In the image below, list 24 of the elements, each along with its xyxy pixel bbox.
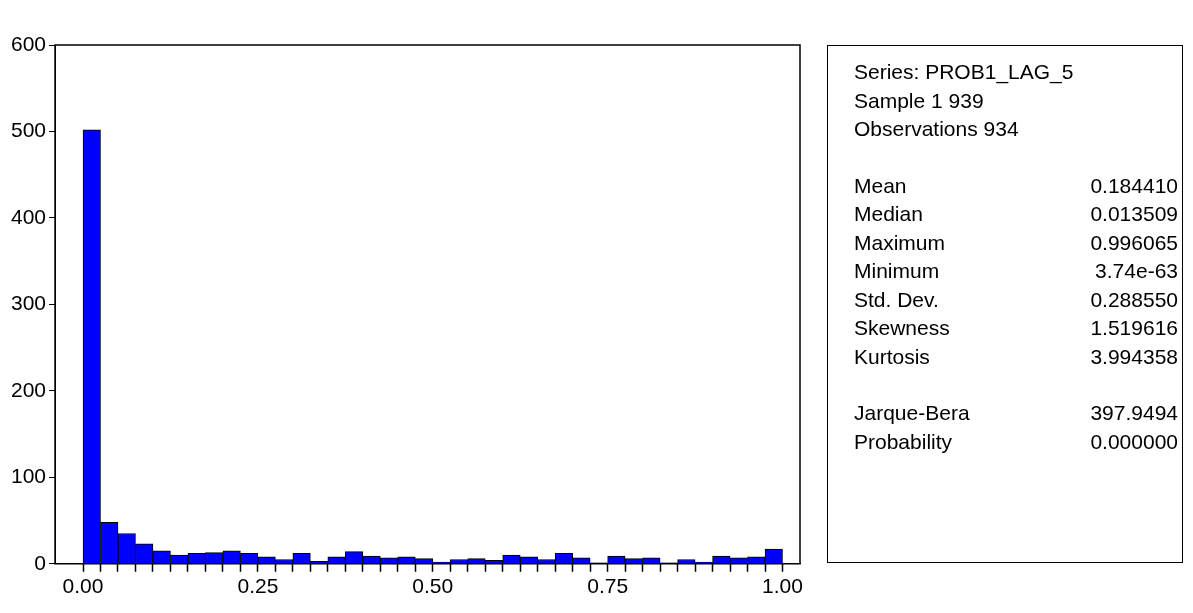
text: Observations 934 xyxy=(854,116,1019,142)
text: Median 0.013509 xyxy=(854,202,1178,225)
y-tick-label: 0 xyxy=(34,550,47,574)
text: Maximum 0.996065 xyxy=(854,230,1178,254)
y-tick-label: 600 xyxy=(10,31,47,55)
x-tick-label: 0.75 xyxy=(587,574,629,598)
text: Std. Dev. 0.288550 xyxy=(854,287,1178,311)
y-tick-label: 100 xyxy=(10,464,47,488)
x-tick-label: 0.00 xyxy=(62,574,104,598)
y-tick-label: 400 xyxy=(10,204,47,228)
y-tick-label: 500 xyxy=(10,118,47,142)
x-tick-label: 1.00 xyxy=(762,574,803,598)
y-tick-label: 200 xyxy=(10,377,47,401)
text: Mean 0.184410 xyxy=(854,173,1178,197)
text: Minimum 3.74e-63 xyxy=(854,259,1178,282)
text: Sample 1 939 xyxy=(854,87,984,114)
x-tick-label: 0.50 xyxy=(412,574,454,598)
text: Series: PROB1_LAG_5 xyxy=(854,59,1074,86)
text: Jarque-Bera 397.9494 xyxy=(854,401,1178,424)
text: Skewness 1.519616 xyxy=(854,316,1178,339)
y-tick-label: 300 xyxy=(10,291,47,315)
text: Probability 0.000000 xyxy=(854,429,1178,453)
text: Kurtosis 3.994358 xyxy=(854,344,1178,368)
x-tick-label: 0.25 xyxy=(237,574,279,598)
